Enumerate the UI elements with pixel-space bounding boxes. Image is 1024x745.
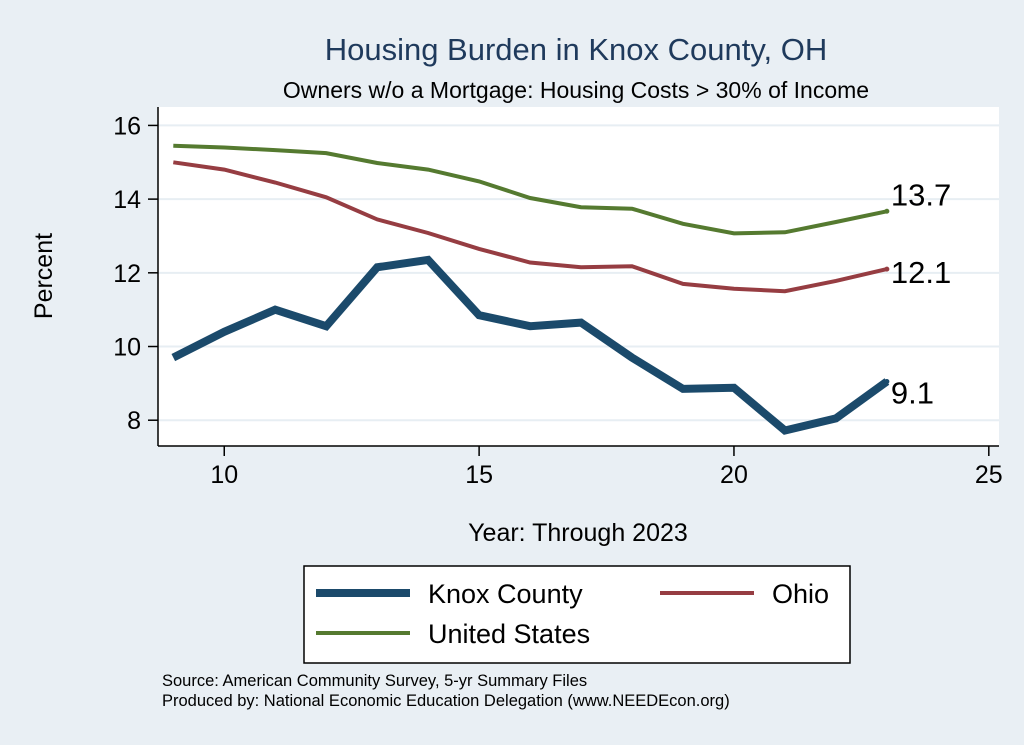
y-axis-title: Percent (30, 233, 58, 319)
grid-lines (158, 124, 999, 422)
x-axis-title: Year: Through 2023 (468, 519, 688, 547)
chart-title: Housing Burden in Knox County, OH (325, 32, 828, 67)
x-tick-label: 25 (975, 461, 1003, 489)
y-tick-label: 16 (113, 112, 141, 140)
end-point (884, 379, 890, 385)
end-labels: 9.1 12.1 13.7 (884, 177, 951, 411)
x-tick-label: 15 (465, 461, 493, 489)
y-tick-label: 12 (113, 260, 141, 288)
legend-label: Knox County (428, 579, 583, 609)
series-lines (171, 143, 890, 435)
x-tick-label: 20 (720, 461, 748, 489)
series-line-ohio (173, 160, 888, 294)
legend: Knox County Ohio United States (316, 579, 829, 649)
end-label: 12.1 (891, 255, 951, 290)
source-note: Source: American Community Survey, 5-yr … (162, 672, 587, 690)
y-tick-label: 10 (113, 334, 141, 362)
series-line-united-states (173, 143, 888, 236)
end-label: 9.1 (891, 376, 934, 411)
producer-note: Produced by: National Economic Education… (162, 692, 730, 710)
legend-label: Ohio (772, 579, 829, 609)
end-point (884, 208, 890, 214)
legend-label: United States (428, 619, 590, 649)
y-tick-label: 14 (113, 186, 141, 214)
series-line-knox-county (171, 255, 890, 435)
end-point (884, 266, 890, 272)
end-label: 13.7 (891, 177, 951, 212)
chart-subtitle: Owners w/o a Mortgage: Housing Costs > 3… (283, 77, 869, 103)
y-tick-label: 8 (127, 407, 141, 435)
axis-ticks: 8 10 12 14 16 10 15 20 25 (113, 112, 1003, 489)
legend-box (303, 565, 851, 664)
x-tick-label: 10 (210, 461, 238, 489)
